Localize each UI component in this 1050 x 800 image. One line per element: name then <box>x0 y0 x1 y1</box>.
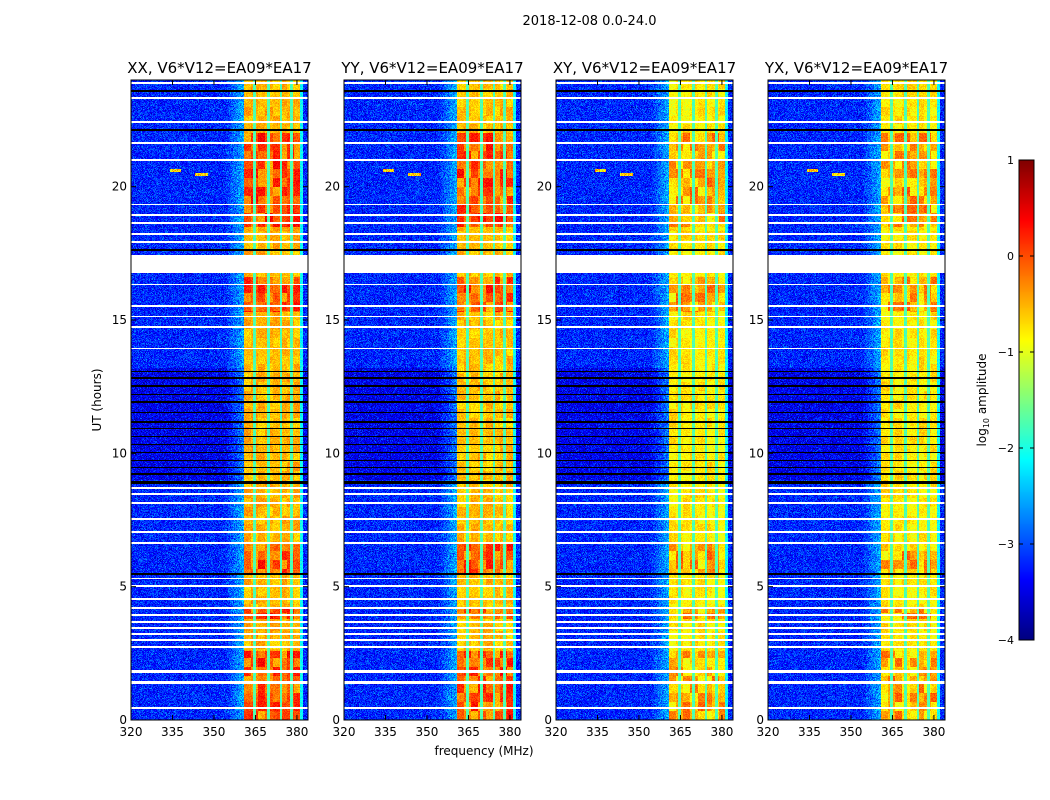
x-tick-label: 320 <box>120 725 143 739</box>
colorbar-label: log10 amplitude <box>975 354 991 447</box>
colorbar-frame <box>1018 159 1035 641</box>
heatmap-xx <box>131 80 308 720</box>
colorbar-gradient <box>1019 160 1034 640</box>
y-tick-label: 5 <box>544 580 552 594</box>
x-tick-label: 350 <box>628 725 651 739</box>
y-tick-label: 5 <box>756 580 764 594</box>
y-tick-label: 20 <box>537 180 552 194</box>
colorbar-tick-label: −1 <box>998 346 1014 359</box>
y-tick-label: 0 <box>332 713 340 727</box>
axes-frame-yy <box>343 79 522 721</box>
y-tick-label: 15 <box>537 313 552 327</box>
y-tick-label: 15 <box>749 313 764 327</box>
x-tick-label: 335 <box>374 725 397 739</box>
y-tick-label: 10 <box>749 446 764 460</box>
colorbar-tick-label: −4 <box>998 634 1014 647</box>
figure-title: 2018-12-08 0.0-24.0 <box>522 14 657 29</box>
colorbar-label-part: amplitude <box>975 354 989 418</box>
x-axis-label: frequency (MHz) <box>434 744 533 758</box>
heatmap-yy <box>344 80 521 720</box>
axes-frame-xx <box>130 79 309 721</box>
colorbar-tick-label: 1 <box>1007 154 1014 167</box>
axes-frame-yx <box>767 79 946 721</box>
axes-frame-xy <box>555 79 734 721</box>
x-tick-label: 380 <box>922 725 945 739</box>
y-tick-label: 0 <box>119 713 127 727</box>
y-tick-label: 15 <box>112 313 127 327</box>
y-tick-label: 0 <box>756 713 764 727</box>
x-tick-label: 365 <box>881 725 904 739</box>
y-tick-label: 0 <box>544 713 552 727</box>
y-tick-label: 10 <box>325 446 340 460</box>
colorbar-tick-label: −3 <box>998 538 1014 551</box>
x-tick-label: 365 <box>669 725 692 739</box>
x-tick-label: 350 <box>840 725 863 739</box>
x-tick-label: 380 <box>498 725 521 739</box>
colorbar-label-part: 10 <box>982 418 991 428</box>
x-tick-label: 335 <box>586 725 609 739</box>
y-tick-label: 5 <box>119 580 127 594</box>
panel-title: YX, V6*V12=EA09*EA17 <box>764 59 948 77</box>
heatmap-yx <box>768 80 945 720</box>
y-tick-label: 20 <box>325 180 340 194</box>
y-tick-label: 10 <box>112 446 127 460</box>
colorbar-tick-label: 0 <box>1007 250 1014 263</box>
x-tick-label: 365 <box>244 725 267 739</box>
x-tick-label: 320 <box>757 725 780 739</box>
panel-title: YY, V6*V12=EA09*EA17 <box>340 59 523 77</box>
y-axis-label: UT (hours) <box>90 368 104 431</box>
x-tick-label: 380 <box>285 725 308 739</box>
panel-title: XY, V6*V12=EA09*EA17 <box>553 59 736 77</box>
colorbar-tick-label: −2 <box>998 442 1014 455</box>
x-tick-label: 335 <box>161 725 184 739</box>
x-tick-label: 335 <box>798 725 821 739</box>
x-tick-label: 320 <box>333 725 356 739</box>
x-tick-label: 350 <box>416 725 439 739</box>
x-tick-label: 320 <box>545 725 568 739</box>
heatmap-xy <box>556 80 733 720</box>
x-tick-label: 365 <box>457 725 480 739</box>
y-tick-label: 20 <box>749 180 764 194</box>
y-tick-label: 20 <box>112 180 127 194</box>
y-tick-label: 5 <box>332 580 340 594</box>
x-tick-label: 350 <box>203 725 226 739</box>
y-tick-label: 10 <box>537 446 552 460</box>
panel-title: XX, V6*V12=EA09*EA17 <box>127 59 311 77</box>
x-tick-label: 380 <box>710 725 733 739</box>
colorbar-label-part: log <box>975 428 989 446</box>
y-tick-label: 15 <box>325 313 340 327</box>
